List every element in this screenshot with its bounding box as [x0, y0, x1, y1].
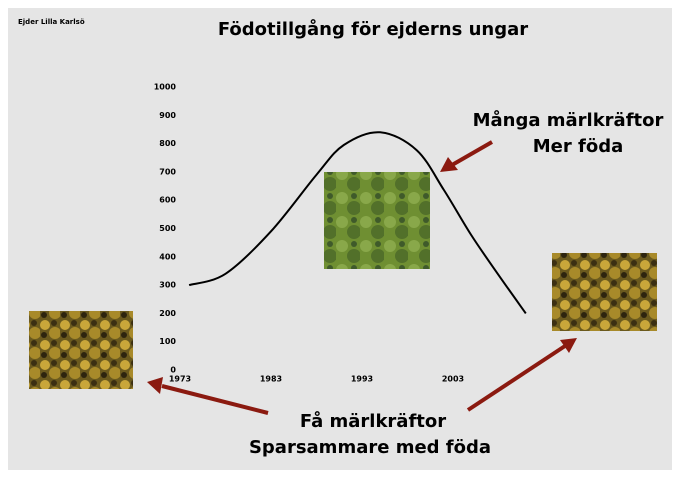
y-tick-label: 200	[159, 309, 176, 318]
x-tick-label: 1983	[260, 375, 282, 384]
y-tick-label: 600	[159, 196, 176, 205]
chart-title: Födotillgång för ejderns ungar	[218, 18, 528, 40]
annotation: Få märlkräftor	[300, 410, 446, 432]
x-tick-label: 1973	[169, 375, 191, 384]
y-tick-label: 900	[159, 111, 176, 120]
photo	[324, 172, 430, 269]
corner-label: Ejder Lilla Karlsö	[18, 18, 85, 26]
page: Ejder Lilla Karlsö Födotillgång för ejde…	[0, 0, 683, 485]
y-tick-label: 400	[159, 252, 176, 261]
x-tick-label: 2003	[442, 375, 464, 384]
y-tick-label: 300	[159, 281, 176, 290]
x-tick-label: 1993	[351, 375, 373, 384]
y-tick-label: 0	[170, 366, 176, 375]
annotation: Många märlkräftor	[473, 109, 664, 131]
annotation: Sparsammare med föda	[249, 437, 491, 458]
y-tick-label: 700	[159, 167, 176, 176]
photo	[552, 253, 657, 331]
photo	[29, 311, 133, 389]
y-tick-label: 1000	[154, 83, 177, 92]
y-tick-label: 100	[159, 337, 176, 346]
annotation: Mer föda	[533, 136, 624, 157]
y-tick-label: 800	[159, 139, 176, 148]
slide: Ejder Lilla Karlsö Födotillgång för ejde…	[0, 0, 683, 485]
y-tick-label: 500	[159, 224, 176, 233]
